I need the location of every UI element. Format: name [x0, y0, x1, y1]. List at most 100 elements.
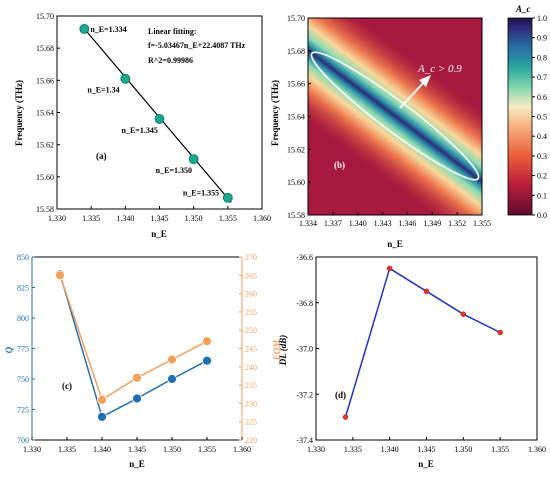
- x-tick-label: 1.330: [48, 214, 66, 223]
- colorbar-tick-label: 0.6: [537, 93, 547, 102]
- y-left-tick-label: 850: [17, 253, 29, 262]
- annotation-line-1: Linear fitting:: [148, 27, 197, 36]
- panel-d-xlabel: n_E: [418, 459, 434, 469]
- point-label: n_E=1.350: [156, 166, 192, 175]
- y-tick-label: -36.6: [296, 253, 313, 262]
- colorbar-tick-label: 0.8: [537, 53, 547, 62]
- panel-b-ylabel: Frequency (THz): [270, 80, 280, 146]
- x-tick-label: 1.340: [116, 214, 134, 223]
- y-tick-label: -37.4: [296, 436, 313, 445]
- annotation-arrowhead: [419, 75, 431, 87]
- x-tick-label: 1.350: [163, 445, 181, 454]
- point-label: n_E=1.34: [87, 86, 119, 95]
- x-tick-label: 1.330: [307, 445, 325, 454]
- y-tick-label: -37.2: [296, 390, 313, 399]
- x-tick-label: 1.335: [82, 214, 100, 223]
- y-tick-label: 15.68: [287, 47, 305, 56]
- y-tick-label: 15.58: [36, 205, 54, 214]
- colorbar-tick-label: 0.9: [537, 34, 547, 43]
- x-tick-label: 1.340: [381, 445, 399, 454]
- panel-b: 1.334 1.337 1.340 1.343 1.346 1.349 1.352 1.355…: [270, 4, 547, 249]
- colorbar: [507, 17, 533, 216]
- y-tick-label: 15.64: [287, 113, 305, 122]
- x-tick-label: 1.355: [473, 219, 491, 228]
- y-right-tick-label: 230: [245, 399, 257, 408]
- x-tick-label: 1.346: [398, 219, 416, 228]
- y-tick-label: 15.62: [287, 145, 305, 154]
- series-point-left: [132, 393, 142, 404]
- data-point: [154, 114, 165, 124]
- y-tick-label: 15.66: [287, 80, 305, 89]
- x-tick-label: 1.350: [454, 445, 472, 454]
- y-tick-label: 15.64: [36, 109, 54, 118]
- y-right-tick-label: 260: [245, 290, 257, 299]
- y-right-tick-label: 270: [245, 253, 257, 262]
- y-right-tick-label: 225: [245, 418, 257, 427]
- colorbar-tick-label: 0.5: [537, 113, 547, 122]
- series-point-left: [202, 355, 212, 366]
- y-right-tick-label: 255: [245, 308, 257, 317]
- y-tick-label: 15.60: [287, 178, 305, 187]
- y-right-tick-label: 220: [245, 436, 257, 445]
- panel-c-ylabel-right: FOM: [272, 339, 282, 362]
- series-point-right: [167, 354, 177, 365]
- x-tick-label: 1.360: [233, 445, 251, 454]
- annotation-line-3: R^2=0.99986: [148, 56, 193, 65]
- x-tick-label: 1.355: [198, 445, 216, 454]
- data-point: [120, 73, 131, 84]
- x-tick-label: 1.335: [344, 445, 362, 454]
- y-tick-label: 15.60: [36, 173, 54, 182]
- panel-b-xlabel: n_E: [387, 239, 403, 249]
- x-tick-label: 1.343: [374, 219, 392, 228]
- panel-c-label: (c): [62, 381, 72, 391]
- y-right-tick-label: 265: [245, 271, 257, 280]
- y-right-tick-label: 240: [245, 363, 257, 372]
- y-left-tick-label: 725: [17, 406, 29, 415]
- x-tick-label: 1.340: [93, 445, 111, 454]
- y-left-tick-label: 700: [17, 436, 29, 445]
- colorbar-tick-label: 1.0: [537, 14, 547, 23]
- panel-a-label: (a): [96, 151, 107, 161]
- series-point: [497, 329, 503, 336]
- panel-c-xlabel: n_E: [129, 459, 145, 469]
- series-point-right: [132, 372, 142, 383]
- series-point: [423, 288, 430, 295]
- panel-d-ylabel: DL (dB): [278, 335, 288, 366]
- annotation-line-2: f=-5.03467n_E+22.4087 THz: [148, 41, 246, 50]
- y-tick-label: 15.66: [36, 76, 54, 85]
- point-label: n_E=1.334: [90, 25, 126, 34]
- heatmap-annotation: A_c > 0.9: [417, 63, 462, 75]
- x-tick-label: 1.350: [185, 214, 203, 223]
- y-left-tick-label: 750: [17, 375, 29, 384]
- x-tick-label: 1.337: [324, 219, 342, 228]
- x-tick-label: 1.330: [23, 445, 41, 454]
- panel-d: 1.330 1.335 1.340 1.345 1.350 1.355 1.360 -36.6…: [278, 253, 546, 469]
- colorbar-tick-label: 0.2: [537, 172, 547, 181]
- colorbar-tick-label: 0.7: [537, 73, 547, 82]
- y-tick-label: 15.62: [36, 141, 54, 150]
- x-tick-label: 1.355: [491, 445, 509, 454]
- y-tick-label: 15.70: [287, 14, 305, 23]
- series-line: [344, 267, 501, 418]
- x-tick-label: 1.360: [528, 445, 546, 454]
- x-tick-label: 1.335: [58, 445, 76, 454]
- y-tick-label: 15.68: [36, 44, 54, 53]
- series-point-right: [202, 336, 212, 347]
- colorbar-tick-label: 0.1: [537, 191, 547, 200]
- panel-c-ylabel-left: Q: [4, 346, 14, 353]
- panel-d-label: (d): [335, 390, 346, 400]
- colorbar-title: A_c: [515, 4, 531, 14]
- series-point: [460, 311, 467, 317]
- series-point: [342, 414, 349, 420]
- panel-a: 1.330 1.335 1.340 1.345 1.350 1.355 1.360 15.58…: [14, 12, 271, 239]
- y-tick-label: -37.0: [296, 345, 313, 354]
- x-tick-label: 1.345: [418, 445, 436, 454]
- panel-a-ylabel: Frequency (THz): [14, 80, 24, 146]
- y-tick-label: 15.58: [287, 211, 305, 220]
- panel-c: 1.330 1.335 1.340 1.345 1.350 1.355 1.360 700 72…: [4, 253, 282, 469]
- x-tick-label: 1.334: [299, 219, 317, 228]
- colorbar-tick-label: 0.0: [537, 211, 547, 220]
- panel-d-frame: [315, 256, 538, 441]
- series-point-left: [97, 411, 107, 422]
